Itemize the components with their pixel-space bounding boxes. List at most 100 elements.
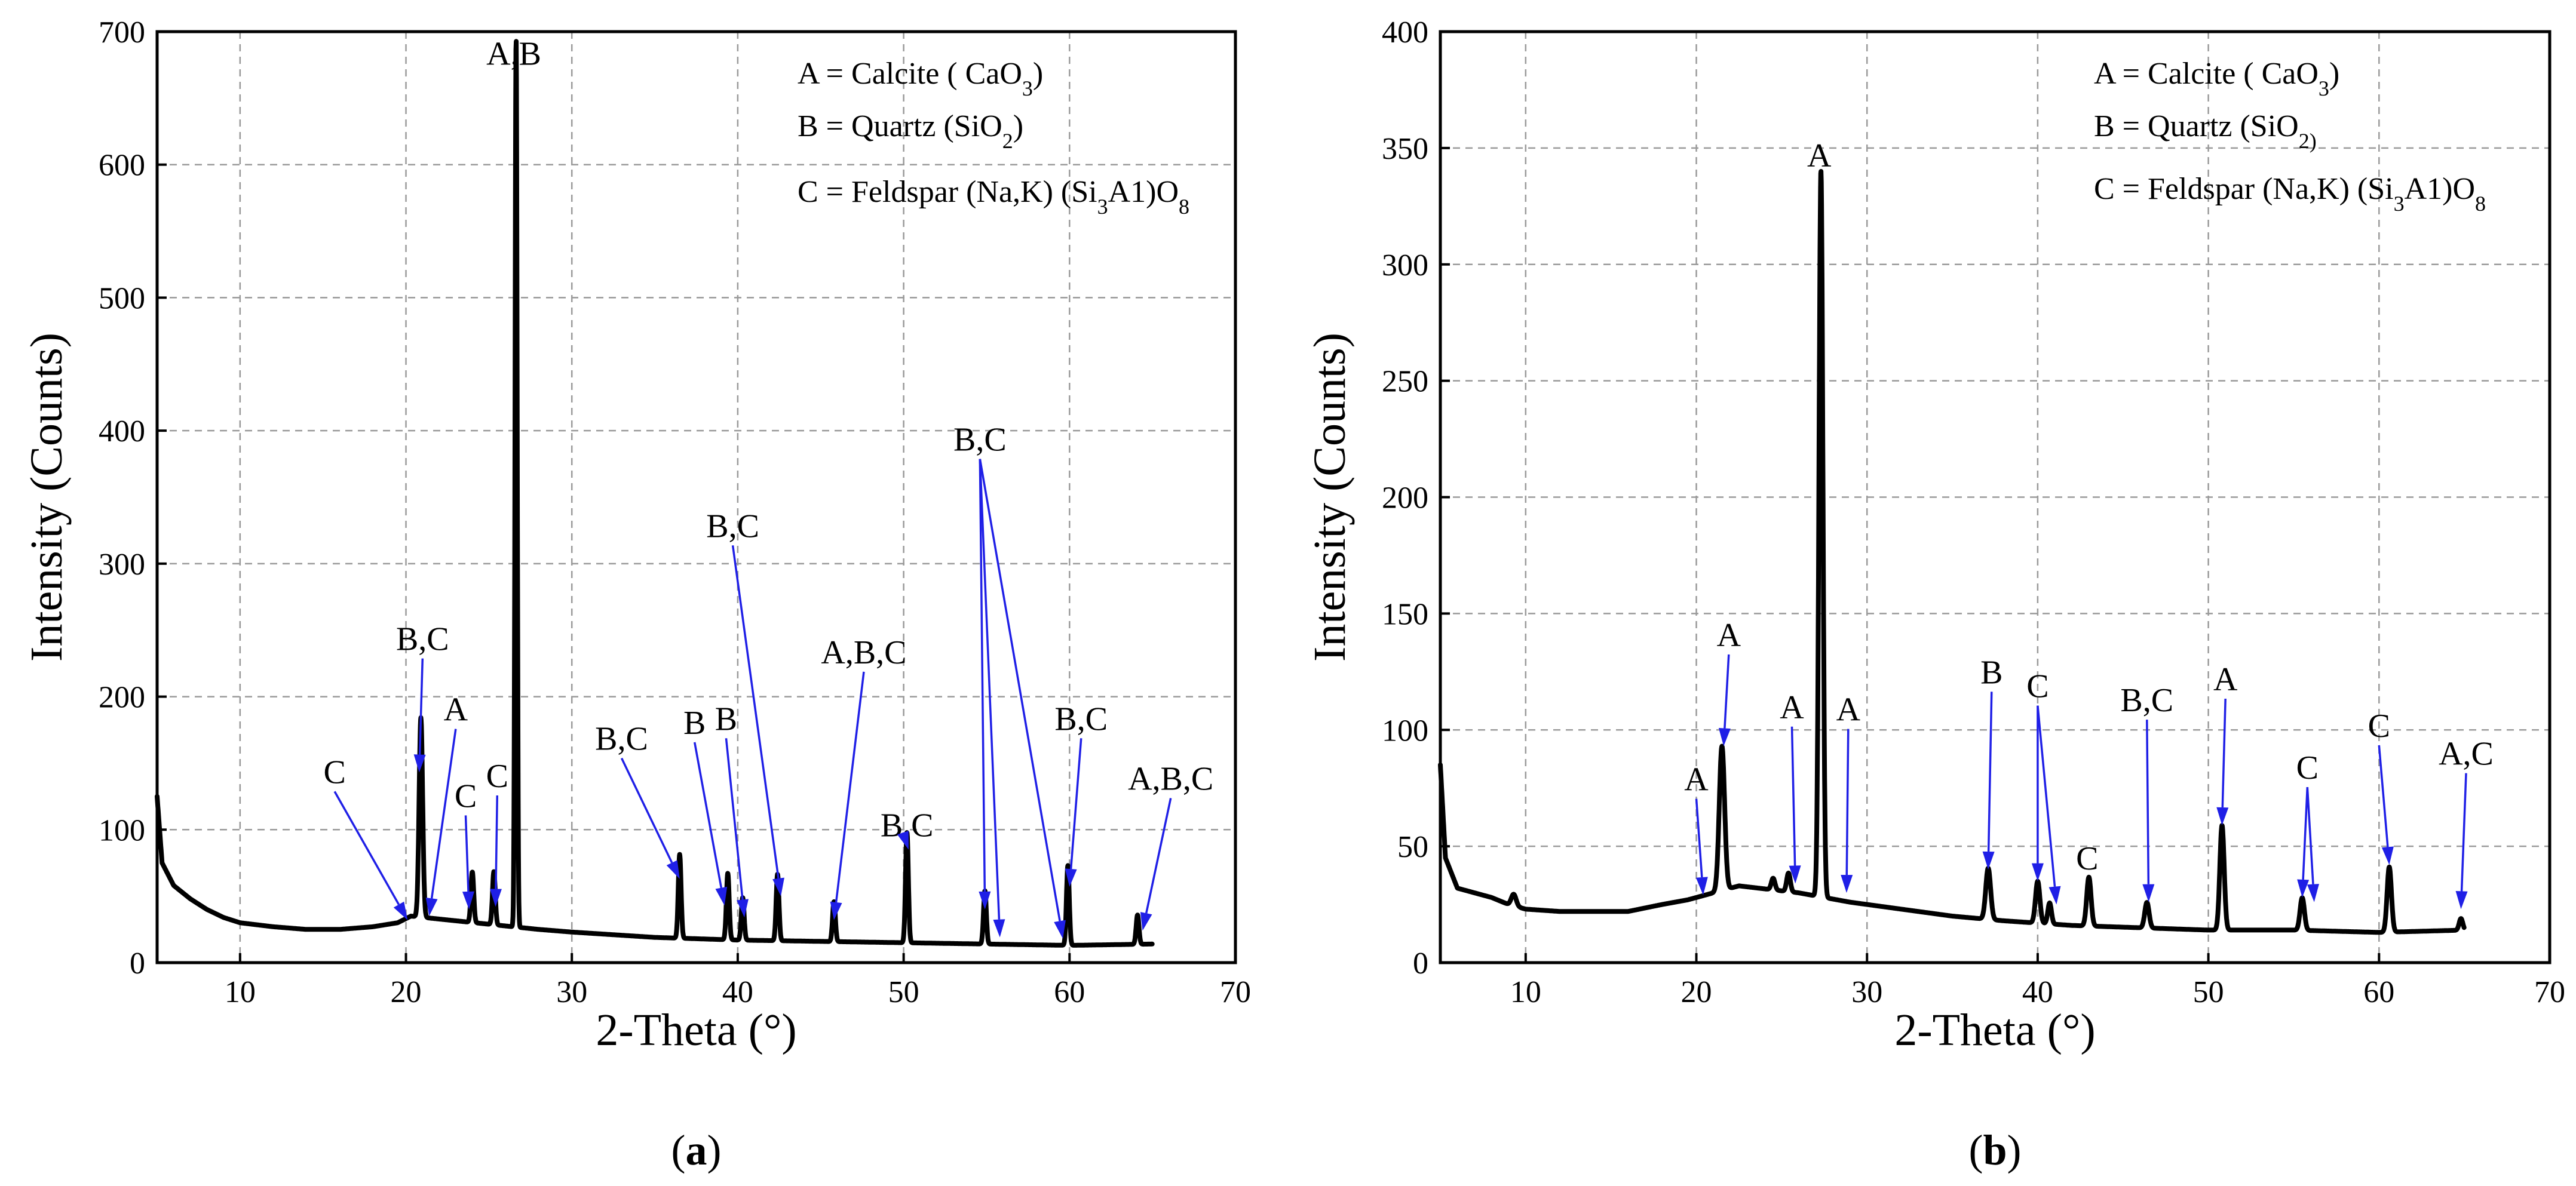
annotation-arrow xyxy=(620,757,673,864)
arrow-head xyxy=(1140,912,1152,931)
y-tick-label: 400 xyxy=(99,414,145,448)
annotation-arrow xyxy=(694,742,723,889)
annotation-arrow xyxy=(1069,738,1082,869)
y-tick-label: 200 xyxy=(1382,481,1428,515)
legend-entry: A = Calcite ( CaO3) xyxy=(798,57,1043,100)
annotation-arrow xyxy=(418,658,424,755)
arrow-head xyxy=(2142,884,2155,902)
arrow-head xyxy=(1841,874,1853,893)
arrow-head xyxy=(979,891,991,910)
y-tick-label: 100 xyxy=(99,813,145,847)
arrow-head xyxy=(2048,886,2061,905)
peak-label: C xyxy=(323,754,345,791)
panel-label-a: (a) xyxy=(671,1126,722,1174)
arrow-head xyxy=(1054,920,1066,939)
annotation-arrow xyxy=(495,795,499,889)
plot-frame-a xyxy=(155,30,1237,964)
y-tick-label: 300 xyxy=(99,548,145,582)
peak-label: B xyxy=(683,705,706,742)
peak-label: A xyxy=(1684,761,1709,798)
arrow-head xyxy=(489,889,502,907)
arrow-head xyxy=(2455,891,2468,910)
y-tick-label: 0 xyxy=(1413,947,1428,981)
arrow-head xyxy=(993,919,1005,938)
legend-entry: B = Quartz (SiO2) xyxy=(2094,109,2317,153)
xrd-trace-a xyxy=(155,39,1155,948)
peak-label: C xyxy=(486,758,508,795)
peak-label: B xyxy=(1980,654,2002,691)
arrow-head xyxy=(2297,879,2310,898)
y-tick-label: 700 xyxy=(99,16,145,50)
x-tick-label: 60 xyxy=(1054,975,1085,1009)
peak-label: B xyxy=(715,700,737,738)
annotation-arrow xyxy=(1987,692,1993,852)
arrow-head xyxy=(715,886,728,906)
y-axis-title: Intensity (Counts) xyxy=(1305,333,1355,662)
grid-a xyxy=(157,32,1235,963)
peak-label: C xyxy=(2026,668,2048,705)
peak-label: B,C xyxy=(595,721,648,758)
arrow-head xyxy=(2216,807,2229,826)
y-tick-label: 50 xyxy=(1397,830,1428,864)
arrow-head xyxy=(2031,863,2044,881)
y-tick-label: 150 xyxy=(1382,597,1428,631)
annotation-arrow xyxy=(2460,773,2467,892)
arrow-head xyxy=(1065,868,1077,887)
legend-entry: B = Quartz (SiO2) xyxy=(798,109,1023,153)
x-tick-label: 50 xyxy=(888,975,919,1009)
arrow-head xyxy=(1982,851,1995,870)
xrd-trace-b xyxy=(1438,169,2467,935)
x-tick-label: 40 xyxy=(722,975,753,1009)
peak-label: C xyxy=(2076,840,2098,877)
arrow-head xyxy=(1695,877,1708,895)
annotation-arrow xyxy=(464,815,470,892)
annotation-arrow xyxy=(731,545,780,879)
panel-a: 10 20 30 40 50 60 7001002003004005006007002-Th… xyxy=(22,16,1251,1174)
x-tick-label: 50 xyxy=(2193,975,2224,1009)
y-tick-label: 400 xyxy=(1382,16,1428,50)
x-tick-label: 70 xyxy=(1220,975,1251,1009)
peak-label: A xyxy=(1780,689,1804,726)
annotation-arrow xyxy=(979,459,986,892)
peak-label: B,C xyxy=(706,508,759,545)
peak-label: A xyxy=(1807,137,1832,174)
x-axis-title: 2-Theta (°) xyxy=(596,1005,796,1055)
annotation-arrow xyxy=(1695,798,1703,878)
y-tick-label: 250 xyxy=(1382,365,1428,399)
y-axis-title: Intensity (Counts) xyxy=(22,333,72,662)
arrow-head xyxy=(737,899,749,918)
legend-entry: A = Calcite ( CaO3) xyxy=(2094,57,2339,100)
y-tick-label: 0 xyxy=(130,947,145,981)
y-tick-label: 300 xyxy=(1382,248,1428,282)
arrow-head xyxy=(772,877,784,896)
x-tick-label: 70 xyxy=(2534,975,2565,1009)
legend-a: A = Calcite ( CaO3) B = Quartz (SiO2) C = … xyxy=(798,57,1189,219)
peak-label: A xyxy=(444,692,468,729)
arrow-head xyxy=(2307,884,2319,902)
annotation-arrow xyxy=(725,738,744,900)
arrow-head xyxy=(666,860,680,879)
annotation-arrow xyxy=(1145,798,1172,914)
y-tick-label: 600 xyxy=(99,149,145,183)
annotation-arrow xyxy=(430,729,457,899)
peak-label: A,B,C xyxy=(1128,760,1213,797)
peak-label: A,B xyxy=(486,36,541,73)
annotation-arrow xyxy=(2378,745,2389,847)
annotation-arrow xyxy=(2302,787,2309,880)
x-axis-title: 2-Theta (°) xyxy=(1894,1005,2095,1055)
y-tick-label: 100 xyxy=(1382,714,1428,748)
legend-entry: C = Feldspar (Na,K) (Si3A1)O8 xyxy=(2094,172,2486,216)
x-tick-label: 20 xyxy=(391,975,422,1009)
peak-label: A,B,C xyxy=(821,634,906,671)
annotation-arrow xyxy=(2037,705,2056,887)
x-tick-label: 30 xyxy=(1851,975,1882,1009)
annotation-arrow xyxy=(1790,726,1796,866)
x-tick-label: 10 xyxy=(225,975,256,1009)
annotation-arrow xyxy=(1724,654,1730,729)
peak-label: B,C xyxy=(953,422,1007,459)
arrow-head xyxy=(413,754,426,773)
annotation-arrow xyxy=(2146,720,2150,884)
